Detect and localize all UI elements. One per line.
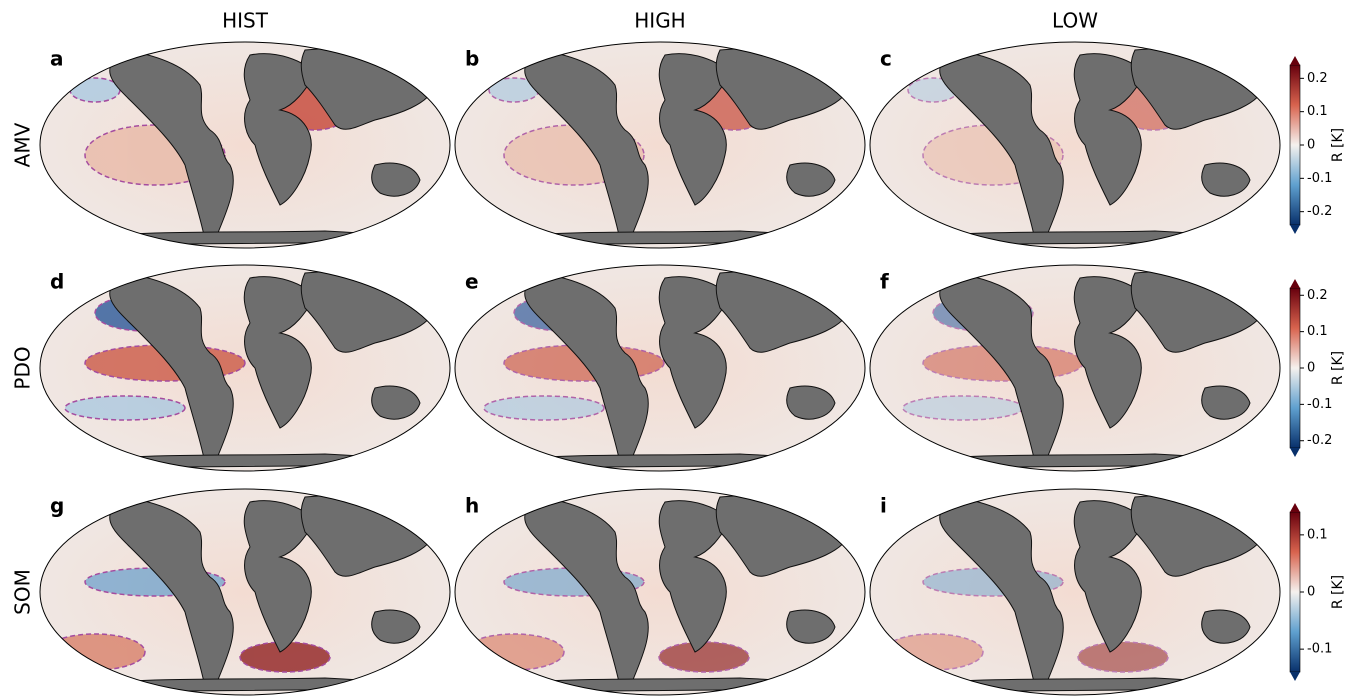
panel-letter: c (880, 47, 892, 71)
colorbar-extend (1290, 56, 1300, 65)
map-panel (40, 265, 450, 471)
colorbar-label: R [K] (1330, 575, 1346, 609)
colorbar-tick-label: -0.2 (1307, 433, 1332, 448)
colorbar-tick-label: 0.1 (1307, 527, 1328, 542)
row-label: SOM (11, 569, 35, 615)
panel-letter: b (465, 47, 479, 71)
colorbar-tick-label: 0.2 (1307, 71, 1328, 86)
colorbar-tick-label: -0.2 (1307, 204, 1332, 219)
colorbar-extend (1290, 672, 1300, 681)
anomaly (70, 78, 120, 102)
colorbar (1290, 512, 1300, 672)
row-label: AMV (11, 122, 35, 167)
anomaly (65, 396, 185, 420)
column-title: HIGH (634, 9, 685, 33)
anomaly (659, 642, 749, 672)
colorbar-tick-label: 0 (1307, 361, 1315, 376)
colorbar-extend (1290, 503, 1300, 512)
panel-letter: i (880, 494, 887, 518)
map-panel (870, 42, 1280, 248)
figure: HIST HIGH LOW AMV a b c 0.2 0.1 0 -0.1 -0.2 R [K] PDO… (0, 0, 1346, 696)
colorbar-tick-label: -0.1 (1307, 397, 1332, 412)
colorbar-label: R [K] (1330, 128, 1346, 162)
anomaly (1078, 642, 1168, 672)
panel-letter: f (880, 270, 889, 294)
colorbar-tick-label: -0.1 (1307, 171, 1332, 186)
map-panel (455, 489, 865, 695)
colorbar-label: R [K] (1330, 351, 1346, 385)
colorbar-tick-label: 0 (1307, 585, 1315, 600)
map-panel (870, 489, 1280, 695)
panel-letter: h (465, 494, 479, 518)
colorbar (1290, 65, 1300, 225)
map-panel (455, 42, 865, 248)
anomaly (484, 396, 604, 420)
panel-letter: d (50, 270, 64, 294)
map-panel (40, 489, 450, 695)
colorbar-tick-label: 0.1 (1307, 104, 1328, 119)
column-title: LOW (1052, 9, 1098, 33)
anomaly (883, 634, 983, 670)
colorbar (1290, 288, 1300, 448)
colorbar-tick-label: 0.2 (1307, 288, 1328, 303)
colorbar-extend (1290, 225, 1300, 234)
colorbar-tick-label: 0.1 (1307, 324, 1328, 339)
colorbar-extend (1290, 448, 1300, 457)
row-label: PDO (11, 346, 35, 389)
column-title: HIST (222, 9, 269, 33)
panel-letter: a (50, 47, 64, 71)
colorbar-tick-label: -0.1 (1307, 642, 1332, 657)
panel-letter: g (50, 494, 64, 518)
anomaly (45, 634, 145, 670)
map-panel (870, 265, 1280, 471)
colorbar-extend (1290, 279, 1300, 288)
map-panel (40, 42, 450, 248)
map-panel (455, 265, 865, 471)
panel-letter: e (465, 270, 479, 294)
colorbar-tick-label: 0 (1307, 138, 1315, 153)
anomaly (903, 396, 1023, 420)
